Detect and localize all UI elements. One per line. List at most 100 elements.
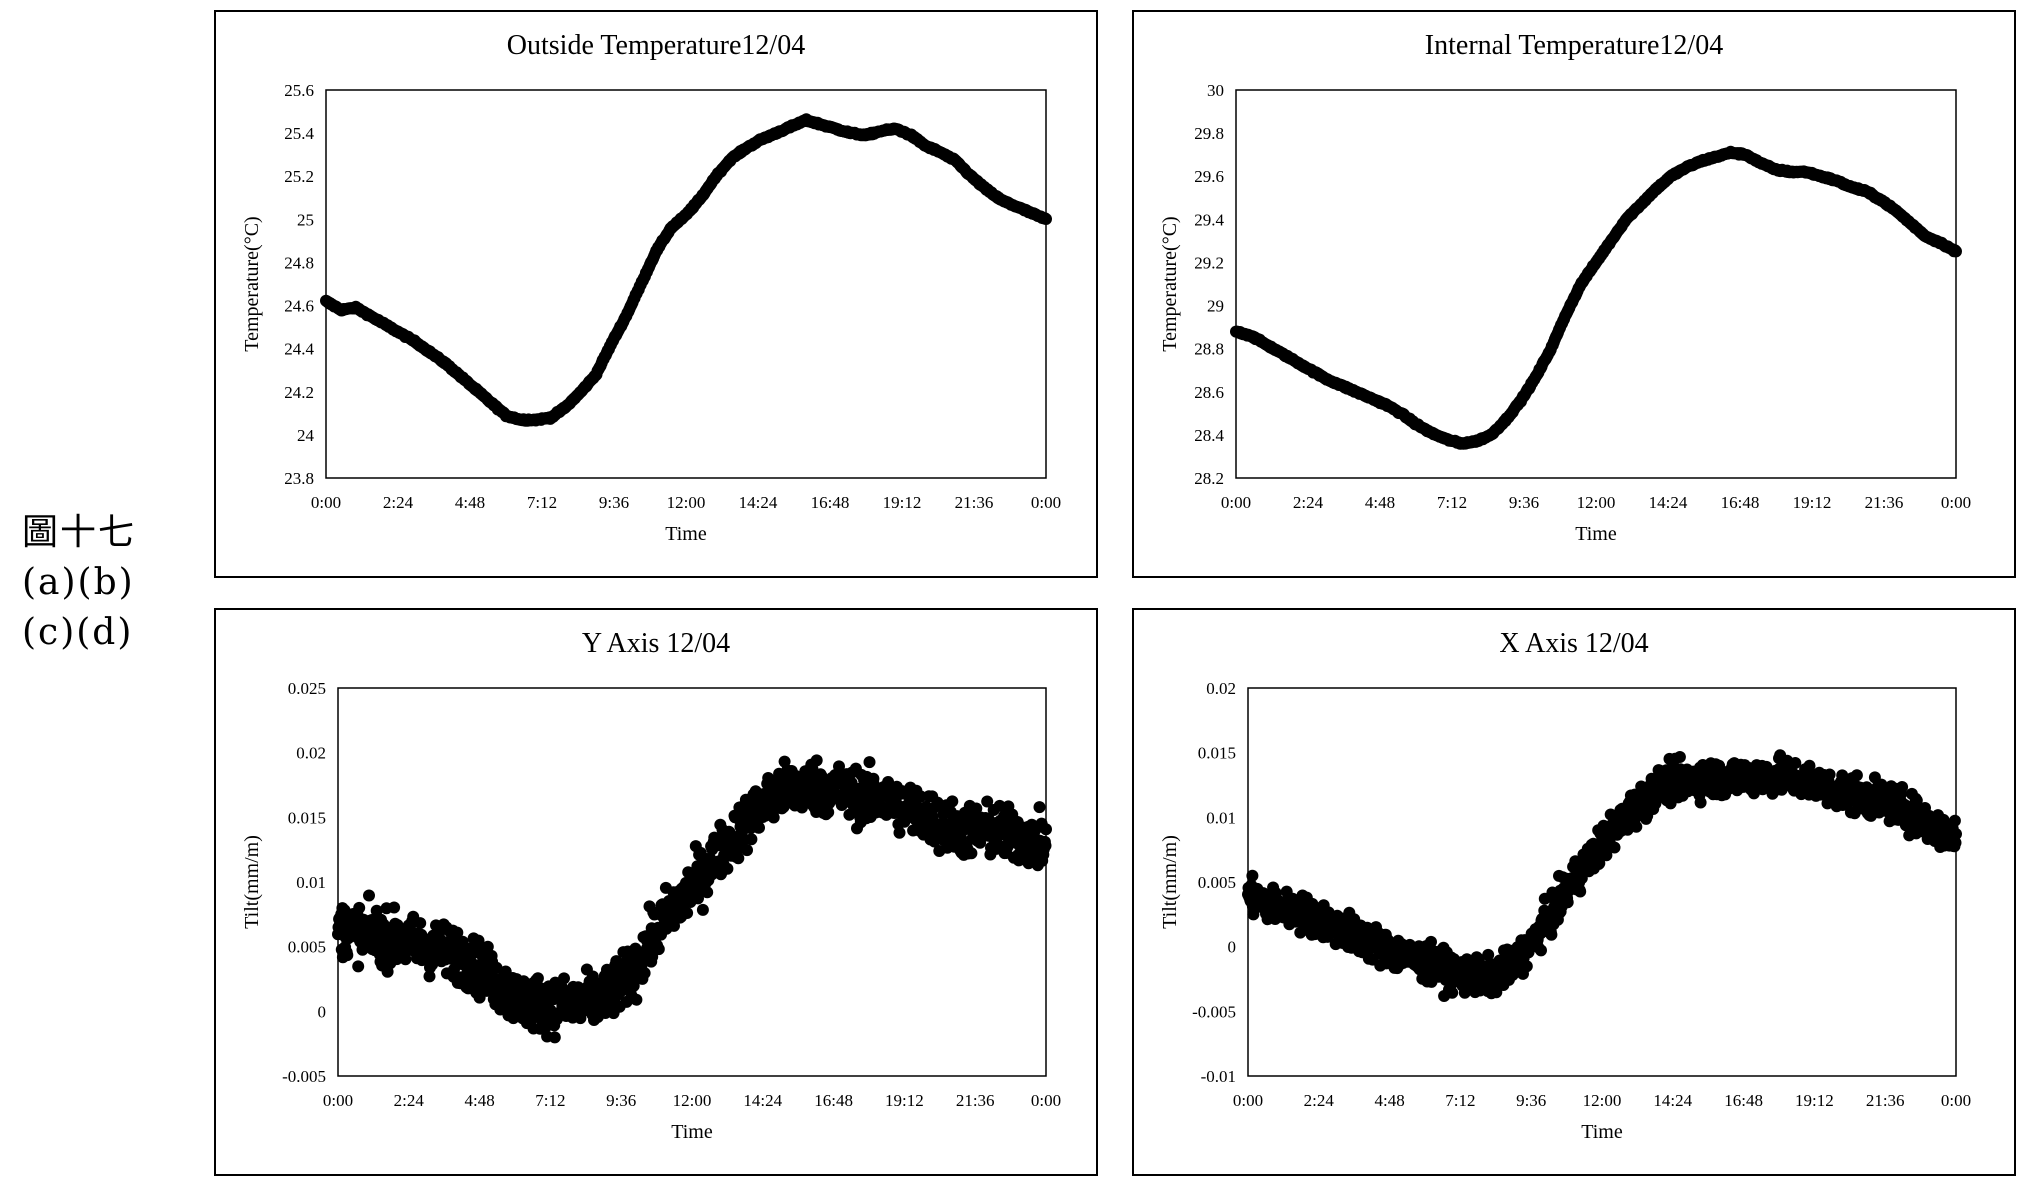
x-tick-label: 9:36 xyxy=(1509,493,1539,512)
data-point xyxy=(1561,896,1574,909)
data-point xyxy=(451,926,464,939)
x-tick-label: 0:00 xyxy=(1221,493,1251,512)
chart-title: X Axis 12/04 xyxy=(1499,628,1648,659)
x-tick-label: 14:24 xyxy=(739,493,778,512)
data-point xyxy=(363,889,375,902)
data-series xyxy=(1242,749,1962,1002)
y-tick-label: 0.01 xyxy=(1206,808,1236,827)
y-tick-label: 28.2 xyxy=(1194,469,1224,488)
y-axis-label: Temperature(°C) xyxy=(1159,216,1181,351)
y-tick-label: -0.005 xyxy=(1192,1002,1236,1021)
data-point xyxy=(1950,245,1962,258)
data-point xyxy=(1948,814,1961,827)
data-point xyxy=(1520,960,1533,973)
x-tick-label: 0:00 xyxy=(323,1091,353,1110)
x-tick-label: 0:00 xyxy=(1941,493,1971,512)
data-point xyxy=(1673,751,1686,763)
chart-panel-a: Outside Temperature12/04 23.8 24 24.2 24.4 24… xyxy=(214,10,1098,578)
data-point xyxy=(681,907,694,919)
data-point xyxy=(423,970,436,983)
data-point xyxy=(767,811,780,824)
x-tick-label: 19:12 xyxy=(883,493,922,512)
plot-area xyxy=(325,89,1047,479)
data-point xyxy=(753,821,765,834)
y-tick-label: 0.02 xyxy=(296,744,326,763)
x-tick-label: 2:24 xyxy=(1304,1091,1335,1110)
y-tick-label: 25.6 xyxy=(284,81,314,100)
x-tick-label: 7:12 xyxy=(535,1091,565,1110)
y-tick-label: 0 xyxy=(1228,938,1237,957)
x-tick-label: 19:12 xyxy=(1793,493,1832,512)
x-tick-label: 7:12 xyxy=(527,493,557,512)
data-point xyxy=(970,802,983,815)
y-axis-label: Tilt(mm/m) xyxy=(1159,835,1181,929)
chart-panel-d: X Axis 12/04 -0.01 -0.005 0 0.005 0.01 0.015 0.… xyxy=(1132,608,2016,1176)
data-point xyxy=(701,886,714,899)
y-tick-label: 29.4 xyxy=(1194,210,1224,229)
x-axis-tilt-chart: X Axis 12/04 -0.01 -0.005 0 0.005 0.01 0.015 0.… xyxy=(1132,608,2016,1176)
chart-panel-b: Internal Temperature12/04 28.2 28.4 28.6 28.… xyxy=(1132,10,2016,578)
data-point xyxy=(365,914,378,926)
data-point xyxy=(721,862,734,875)
x-tick-label: 7:12 xyxy=(1445,1091,1475,1110)
data-point xyxy=(1823,768,1836,781)
data-point xyxy=(946,795,959,808)
x-tick-label: 12:00 xyxy=(667,493,706,512)
data-point xyxy=(1608,841,1621,854)
y-tick-label: 0 xyxy=(318,1002,327,1021)
x-tick-label: 0:00 xyxy=(1031,493,1061,512)
x-tick-label: 4:48 xyxy=(455,493,485,512)
data-point xyxy=(867,778,880,791)
y-tick-label: 24.8 xyxy=(284,253,314,272)
data-point xyxy=(1910,794,1923,807)
y-tick-label: 0.015 xyxy=(1198,744,1236,763)
x-tick-label: 12:00 xyxy=(673,1091,712,1110)
y-tick-label: 29.8 xyxy=(1194,124,1224,143)
x-tick-label: 21:36 xyxy=(955,493,994,512)
caption-line-1: 圖十七 xyxy=(22,512,137,553)
data-point xyxy=(1033,801,1046,814)
data-point xyxy=(1949,836,1962,849)
y-tick-label: 24.6 xyxy=(284,297,314,316)
y-tick-label: 29 xyxy=(1207,297,1224,316)
data-point xyxy=(638,967,651,980)
data-point xyxy=(548,1031,561,1044)
data-point xyxy=(1425,935,1437,948)
data-point xyxy=(741,844,753,857)
data-point xyxy=(745,833,758,846)
y-tick-label: 24 xyxy=(297,426,315,445)
data-point xyxy=(1789,757,1802,769)
chart-frame xyxy=(214,608,1098,1176)
y-tick-label: 24.4 xyxy=(284,340,314,359)
data-series xyxy=(332,754,1052,1044)
x-tick-label: 12:00 xyxy=(1583,1091,1622,1110)
data-point xyxy=(965,847,978,860)
x-tick-label: 21:36 xyxy=(1866,1091,1905,1110)
caption-line-2: (a)(b) xyxy=(22,562,135,603)
data-series xyxy=(320,113,1052,427)
data-point xyxy=(630,993,643,1006)
chart-title: Y Axis 12/04 xyxy=(582,628,730,659)
x-tick-label: 21:36 xyxy=(956,1091,995,1110)
y-tick-label: -0.005 xyxy=(282,1067,326,1086)
plot-area xyxy=(1235,89,1957,479)
y-tick-label: 0.015 xyxy=(288,808,326,827)
y-tick-label: 23.8 xyxy=(284,469,314,488)
y-tick-label: 0.005 xyxy=(1198,873,1236,892)
x-tick-label: 14:24 xyxy=(1649,493,1688,512)
x-tick-label: 0:00 xyxy=(1031,1091,1061,1110)
x-tick-label: 7:12 xyxy=(1437,493,1467,512)
data-point xyxy=(627,979,640,992)
y-tick-label: 25.4 xyxy=(284,124,314,143)
x-tick-label: 4:48 xyxy=(1365,493,1395,512)
data-point xyxy=(1545,928,1558,941)
data-point xyxy=(810,754,823,767)
data-point xyxy=(732,852,745,865)
chart-panel-c: Y Axis 12/04 -0.005 0 0.005 0.01 0.015 0.02 0.0… xyxy=(214,608,1098,1176)
x-tick-label: 2:24 xyxy=(383,493,414,512)
x-tick-label: 16:48 xyxy=(1721,493,1760,512)
y-tick-label: 0.025 xyxy=(288,679,326,698)
x-tick-label: 19:12 xyxy=(1795,1091,1834,1110)
x-tick-label: 0:00 xyxy=(1233,1091,1263,1110)
data-series xyxy=(1230,145,1962,450)
